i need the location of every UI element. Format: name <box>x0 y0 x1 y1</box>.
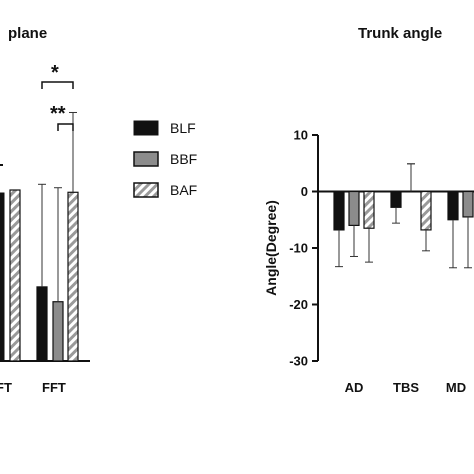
right-y-axis-label: Angle(Degree) <box>263 200 279 296</box>
significance-bracket-single <box>41 81 74 89</box>
bar-baf-ad <box>363 190 375 229</box>
left-chart: plane FT FFT * ** <box>0 25 90 395</box>
left-category-label-ft: FT <box>0 380 12 395</box>
bar-blf-tbs <box>390 190 402 208</box>
legend-swatch-blf <box>133 120 159 136</box>
right-chart-axes <box>312 134 474 362</box>
left-bar-partial-ft <box>0 192 5 362</box>
legend-label-baf: BAF <box>170 182 197 198</box>
right-chart: Trunk angle Angle(Degree) 10 0 -10 -20 -30 A… <box>263 25 474 395</box>
right-category-label-md: MD <box>446 380 466 395</box>
left-bar-blf-fft <box>36 286 48 362</box>
right-chart-title: Trunk angle <box>358 25 442 42</box>
bar-baf-tbs <box>420 190 432 231</box>
right-category-label-ad: AD <box>345 380 364 395</box>
left-category-label-fft: FFT <box>42 380 66 395</box>
right-y-tick-label: -30 <box>289 354 308 369</box>
legend: BLF BBF BAF <box>133 120 197 198</box>
legend-swatch-baf <box>133 182 159 198</box>
significance-bracket-double <box>57 123 74 131</box>
bar-blf-md <box>447 190 459 221</box>
bar-blf-ad <box>333 190 345 231</box>
legend-label-bbf: BBF <box>170 151 197 167</box>
bar-bbf-ad <box>348 190 360 227</box>
right-chart-bars <box>333 163 474 269</box>
left-chart-title: plane <box>8 25 47 42</box>
left-bar-baf-fft <box>67 191 79 362</box>
significance-star-double: ** <box>50 103 66 125</box>
right-chart-tick-labels: 10 0 -10 -20 -30 <box>289 128 308 369</box>
left-chart-bars <box>0 81 79 362</box>
legend-swatch-bbf <box>133 151 159 167</box>
right-category-label-tbs: TBS <box>393 380 419 395</box>
left-bar-baf-ft <box>9 189 21 362</box>
significance-star-single: * <box>51 62 59 84</box>
right-y-tick-label: 10 <box>294 128 308 143</box>
legend-label-blf: BLF <box>170 120 196 136</box>
left-bar-bbf-fft <box>52 301 64 362</box>
bar-bbf-md <box>462 190 474 218</box>
right-y-tick-label: -10 <box>289 241 308 256</box>
right-y-tick-label: -20 <box>289 297 308 312</box>
right-y-tick-label: 0 <box>301 184 308 199</box>
